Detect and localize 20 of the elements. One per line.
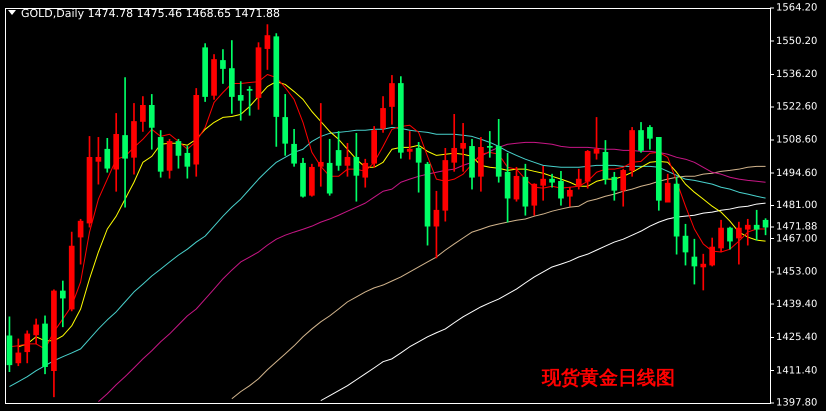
y-tick-label: 1522.60 [776,101,818,112]
y-tick-label: 1508.60 [776,134,818,146]
y-tick-label: 1397.80 [776,398,818,409]
y-tick-label: 1467.00 [776,233,818,244]
y-tick-label: 1411.40 [776,365,818,376]
y-tick-label: 1453.00 [776,266,818,278]
y-tick-label: 1550.20 [776,36,818,47]
annotation: 现货黄金日线图 [541,366,675,389]
candlestick [434,190,440,258]
y-tick-label: 1494.60 [776,168,818,179]
candlestick [344,142,350,177]
y-tick-label: 1439.40 [776,298,818,310]
y-tick-label: 1481.00 [776,200,818,212]
candlestick [220,49,226,84]
candlestick [594,117,600,160]
chart-title: GOLD,Daily 1474.78 1475.46 1468.65 1471.88 [21,6,280,20]
y-tick-label: 1564.20 [776,2,818,14]
y-tick-label: 1536.20 [776,69,818,80]
y-tick-label: 1471.88 [776,222,818,233]
y-tick-label: 1425.40 [776,332,818,344]
